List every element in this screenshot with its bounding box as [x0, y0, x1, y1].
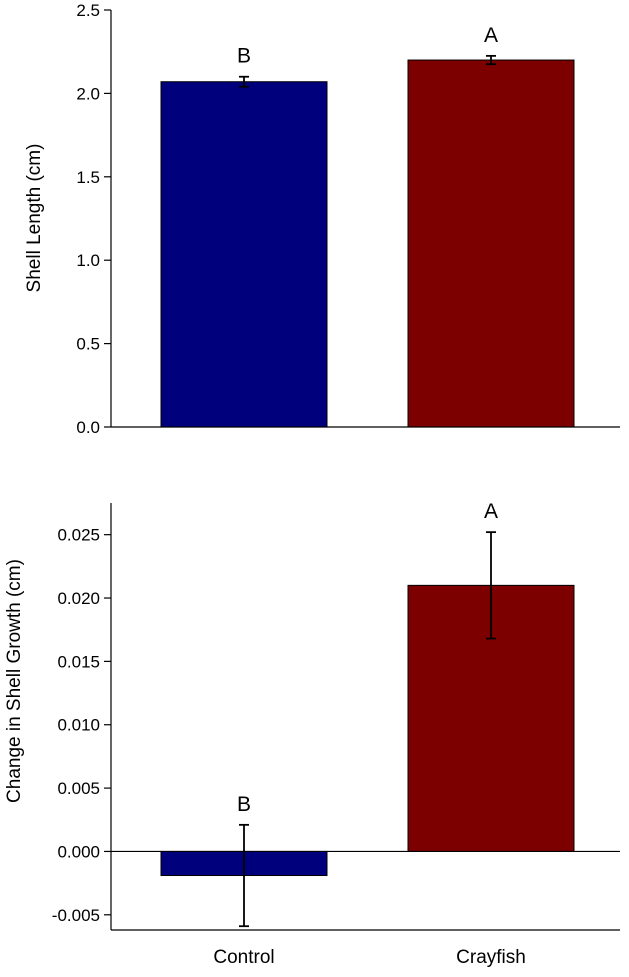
y-axis-title: Change in Shell Growth (cm)	[4, 559, 25, 803]
significance-letter: B	[237, 793, 251, 816]
chart-panel-1: B A 0.0 0.5 1.0 1.5 2.0 2.5 Shell Length (cm)	[24, 1, 620, 437]
bar-crayfish	[407, 59, 575, 428]
y-tick-label: -0.005	[52, 906, 100, 925]
significance-letter: A	[484, 24, 498, 47]
y-tick-label: 2.0	[76, 84, 100, 103]
y-tick-label: 0.020	[57, 589, 100, 608]
y-tick-label: 0.5	[76, 335, 100, 354]
chart-panel-2: B A -0.005 0.000 0.005 0.010 0.015 0.020 0.025 Ch…	[4, 500, 620, 968]
bar-control	[160, 81, 328, 428]
significance-letter: A	[484, 500, 498, 523]
y-tick-label: 0.000	[57, 842, 100, 861]
y-tick-label: 0.0	[76, 418, 100, 437]
y-tick-label: 0.010	[57, 716, 100, 735]
y-tick-label: 1.0	[76, 251, 100, 270]
y-tick-label: 0.025	[57, 526, 100, 545]
y-tick-label: 1.5	[76, 168, 100, 187]
y-tick-label: 0.015	[57, 652, 100, 671]
y-tick-label: 2.5	[76, 1, 100, 20]
x-category-label: Control	[213, 947, 274, 968]
x-category-label: Crayfish	[456, 947, 526, 968]
significance-letter: B	[237, 45, 251, 68]
y-tick-label: 0.005	[57, 779, 100, 798]
y-axis-title: Shell Length (cm)	[24, 144, 45, 293]
